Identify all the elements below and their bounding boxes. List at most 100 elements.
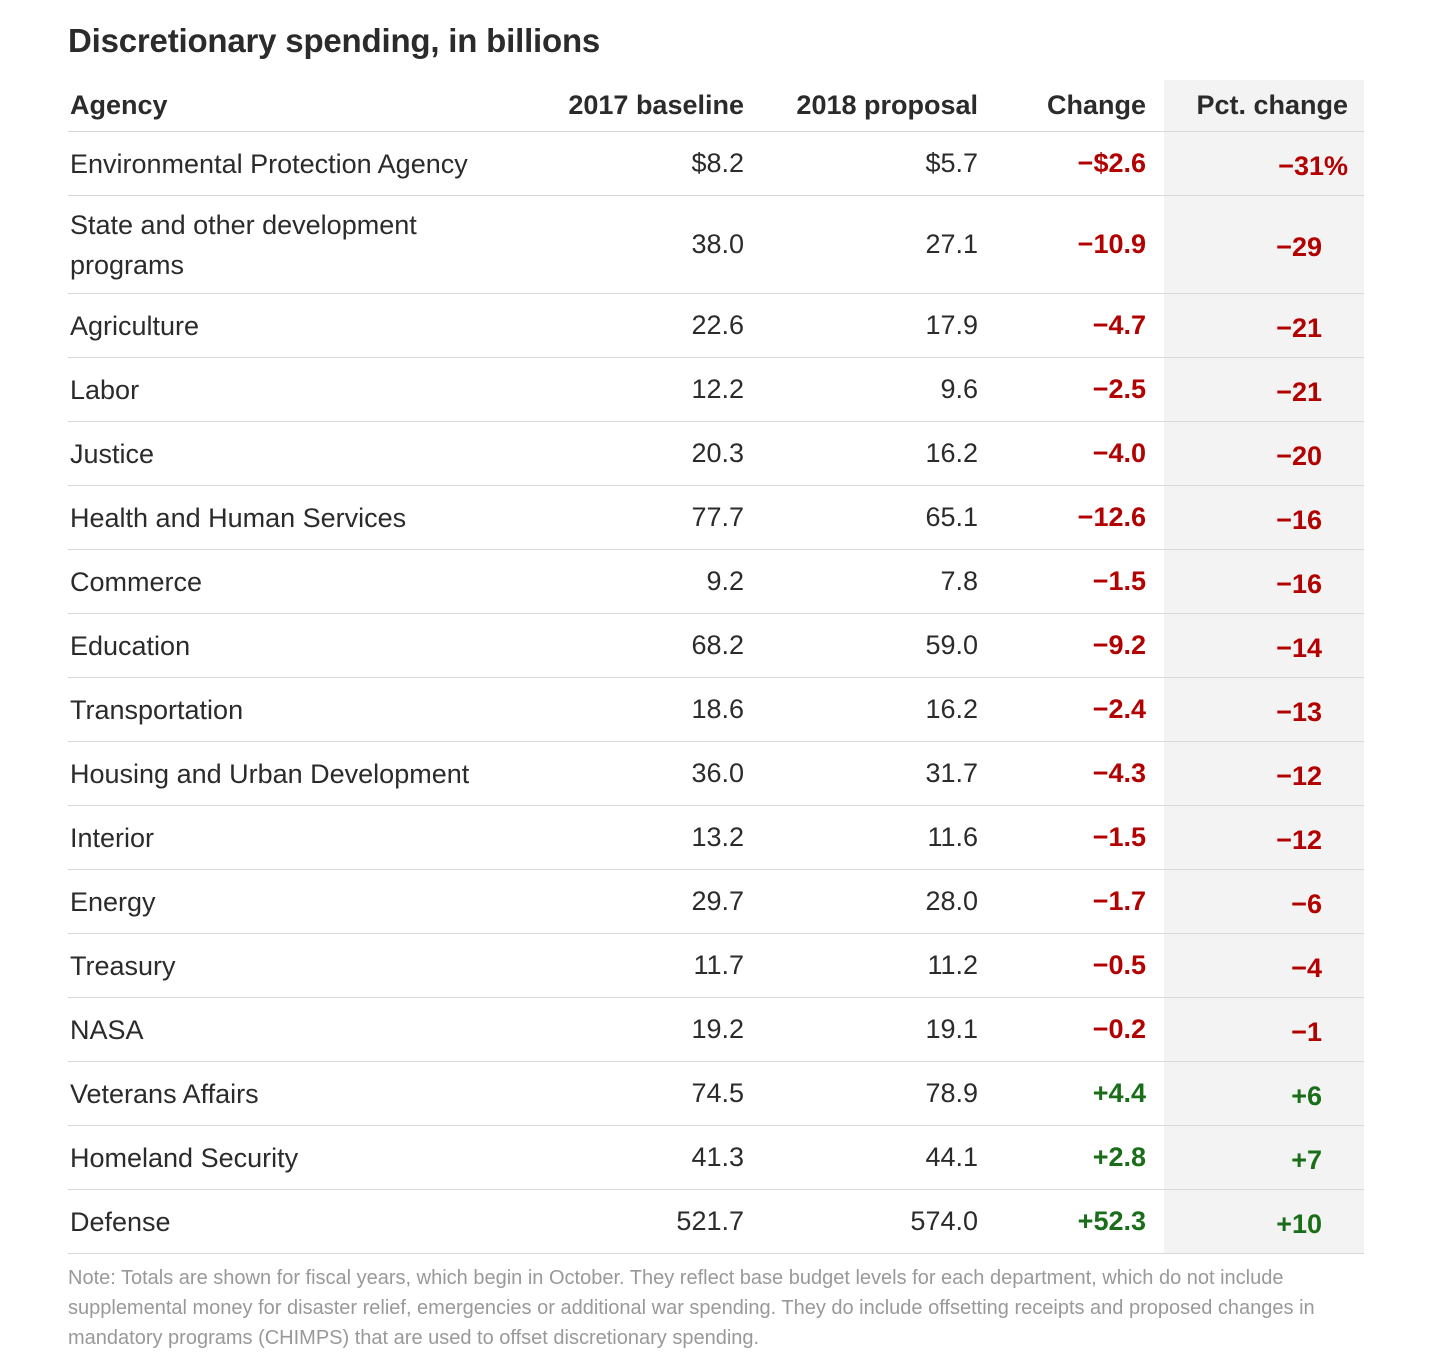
pct-change-cell: −21 <box>1164 357 1364 422</box>
pct-change-cell: −16 <box>1164 549 1364 614</box>
pct-change-cell: −14 <box>1164 613 1364 678</box>
change-cell: +2.8 <box>978 1125 1164 1190</box>
agency-cell: Transportation <box>68 677 518 742</box>
pct-change-cell: −20 <box>1164 421 1364 486</box>
agency-cell: State and other development programs <box>68 195 518 294</box>
footnote: Note: Totals are shown for fiscal years,… <box>68 1267 1315 1349</box>
baseline-cell: 74.5 <box>518 1061 744 1126</box>
baseline-cell: 18.6 <box>518 677 744 742</box>
pct-change-cell: −12 <box>1164 741 1364 806</box>
change-cell: −$2.6 <box>978 131 1164 196</box>
proposal-cell: 59.0 <box>744 613 978 678</box>
pct-change-cell: −12 <box>1164 805 1364 870</box>
agency-cell: Treasury <box>68 933 518 998</box>
pct-change-cell: −29 <box>1164 195 1364 294</box>
agency-cell: Agriculture <box>68 293 518 358</box>
agency-cell: Homeland Security <box>68 1125 518 1190</box>
table-header-row: Agency 2017 baseline 2018 proposal Chang… <box>68 80 1364 132</box>
proposal-cell: 11.2 <box>744 933 978 998</box>
change-cell: −12.6 <box>978 485 1164 550</box>
baseline-cell: 36.0 <box>518 741 744 806</box>
change-cell: −2.4 <box>978 677 1164 742</box>
baseline-cell: 41.3 <box>518 1125 744 1190</box>
pct-change-cell: +6 <box>1164 1061 1364 1126</box>
proposal-cell: 16.2 <box>744 677 978 742</box>
agency-cell: Justice <box>68 421 518 486</box>
table-row: Commerce 9.2 7.8 −1.5 −16 <box>68 549 1364 614</box>
pct-change-cell: −16 <box>1164 485 1364 550</box>
baseline-cell: 19.2 <box>518 997 744 1062</box>
table-row: NASA 19.2 19.1 −0.2 −1 <box>68 997 1364 1062</box>
agency-cell: Housing and Urban Development <box>68 741 518 806</box>
change-cell: −4.7 <box>978 293 1164 358</box>
table-row: Energy 29.7 28.0 −1.7 −6 <box>68 869 1364 934</box>
agency-cell: Energy <box>68 869 518 934</box>
agency-cell: Environmental Protection Agency <box>68 131 518 196</box>
proposal-cell: 574.0 <box>744 1189 978 1254</box>
table-row: State and other development programs 38.0… <box>68 195 1364 294</box>
agency-cell: Education <box>68 613 518 678</box>
table-row: Transportation 18.6 16.2 −2.4 −13 <box>68 677 1364 742</box>
agency-cell: Commerce <box>68 549 518 614</box>
pct-change-cell: −21 <box>1164 293 1364 358</box>
pct-change-cell: −6 <box>1164 869 1364 934</box>
column-header-pct-change: Pct. change <box>1164 80 1364 132</box>
pct-change-cell: +7 <box>1164 1125 1364 1190</box>
change-cell: −4.3 <box>978 741 1164 806</box>
baseline-cell: 29.7 <box>518 869 744 934</box>
proposal-cell: 16.2 <box>744 421 978 486</box>
column-header-agency: Agency <box>68 80 518 132</box>
pct-change-cell: −13 <box>1164 677 1364 742</box>
chart-title: Discretionary spending, in billions <box>68 22 601 59</box>
change-cell: +52.3 <box>978 1189 1164 1254</box>
column-header-change: Change <box>978 80 1164 132</box>
baseline-cell: 38.0 <box>518 195 744 294</box>
proposal-cell: 7.8 <box>744 549 978 614</box>
proposal-cell: 44.1 <box>744 1125 978 1190</box>
baseline-cell: 12.2 <box>518 357 744 422</box>
pct-change-cell: −1 <box>1164 997 1364 1062</box>
agency-cell: Health and Human Services <box>68 485 518 550</box>
change-cell: −2.5 <box>978 357 1164 422</box>
agency-cell: NASA <box>68 997 518 1062</box>
proposal-cell: 28.0 <box>744 869 978 934</box>
table-row: Veterans Affairs 74.5 78.9 +4.4 +6 <box>68 1061 1364 1126</box>
table-row: Interior 13.2 11.6 −1.5 −12 <box>68 805 1364 870</box>
change-cell: −1.5 <box>978 805 1164 870</box>
proposal-cell: 27.1 <box>744 195 978 294</box>
table-row: Labor 12.2 9.6 −2.5 −21 <box>68 357 1364 422</box>
baseline-cell: 68.2 <box>518 613 744 678</box>
baseline-cell: 13.2 <box>518 805 744 870</box>
table-row: Education 68.2 59.0 −9.2 −14 <box>68 613 1364 678</box>
spending-table-figure: Discretionary spending, in billions Agen… <box>68 18 1364 1353</box>
table-row: Housing and Urban Development 36.0 31.7 −4.… <box>68 741 1364 806</box>
change-cell: −1.7 <box>978 869 1164 934</box>
table-body: Environmental Protection Agency $8.2 $5.7−… <box>68 131 1364 1254</box>
change-cell: −1.5 <box>978 549 1164 614</box>
column-header-2018-proposal: 2018 proposal <box>744 80 978 132</box>
baseline-cell: 9.2 <box>518 549 744 614</box>
baseline-cell: 20.3 <box>518 421 744 486</box>
change-cell: −0.2 <box>978 997 1164 1062</box>
proposal-cell: 11.6 <box>744 805 978 870</box>
change-cell: −10.9 <box>978 195 1164 294</box>
proposal-cell: $5.7 <box>744 131 978 196</box>
baseline-cell: 521.7 <box>518 1189 744 1254</box>
agency-cell: Defense <box>68 1189 518 1254</box>
proposal-cell: 78.9 <box>744 1061 978 1126</box>
baseline-cell: 77.7 <box>518 485 744 550</box>
table-row: Environmental Protection Agency $8.2 $5.7−… <box>68 131 1364 196</box>
pct-change-cell: +10 <box>1164 1189 1364 1254</box>
change-cell: +4.4 <box>978 1061 1164 1126</box>
baseline-cell: $8.2 <box>518 131 744 196</box>
change-cell: −9.2 <box>978 613 1164 678</box>
baseline-cell: 11.7 <box>518 933 744 998</box>
change-cell: −4.0 <box>978 421 1164 486</box>
table-row: Defense 521.7 574.0 +52.3 +10 <box>68 1189 1364 1254</box>
table-row: Agriculture 22.6 17.9 −4.7 −21 <box>68 293 1364 358</box>
proposal-cell: 19.1 <box>744 997 978 1062</box>
pct-change-cell: −4 <box>1164 933 1364 998</box>
pct-change-cell: −31% <box>1164 131 1364 196</box>
agency-cell: Labor <box>68 357 518 422</box>
spending-table: Agency 2017 baseline 2018 proposal Chang… <box>68 80 1364 1254</box>
